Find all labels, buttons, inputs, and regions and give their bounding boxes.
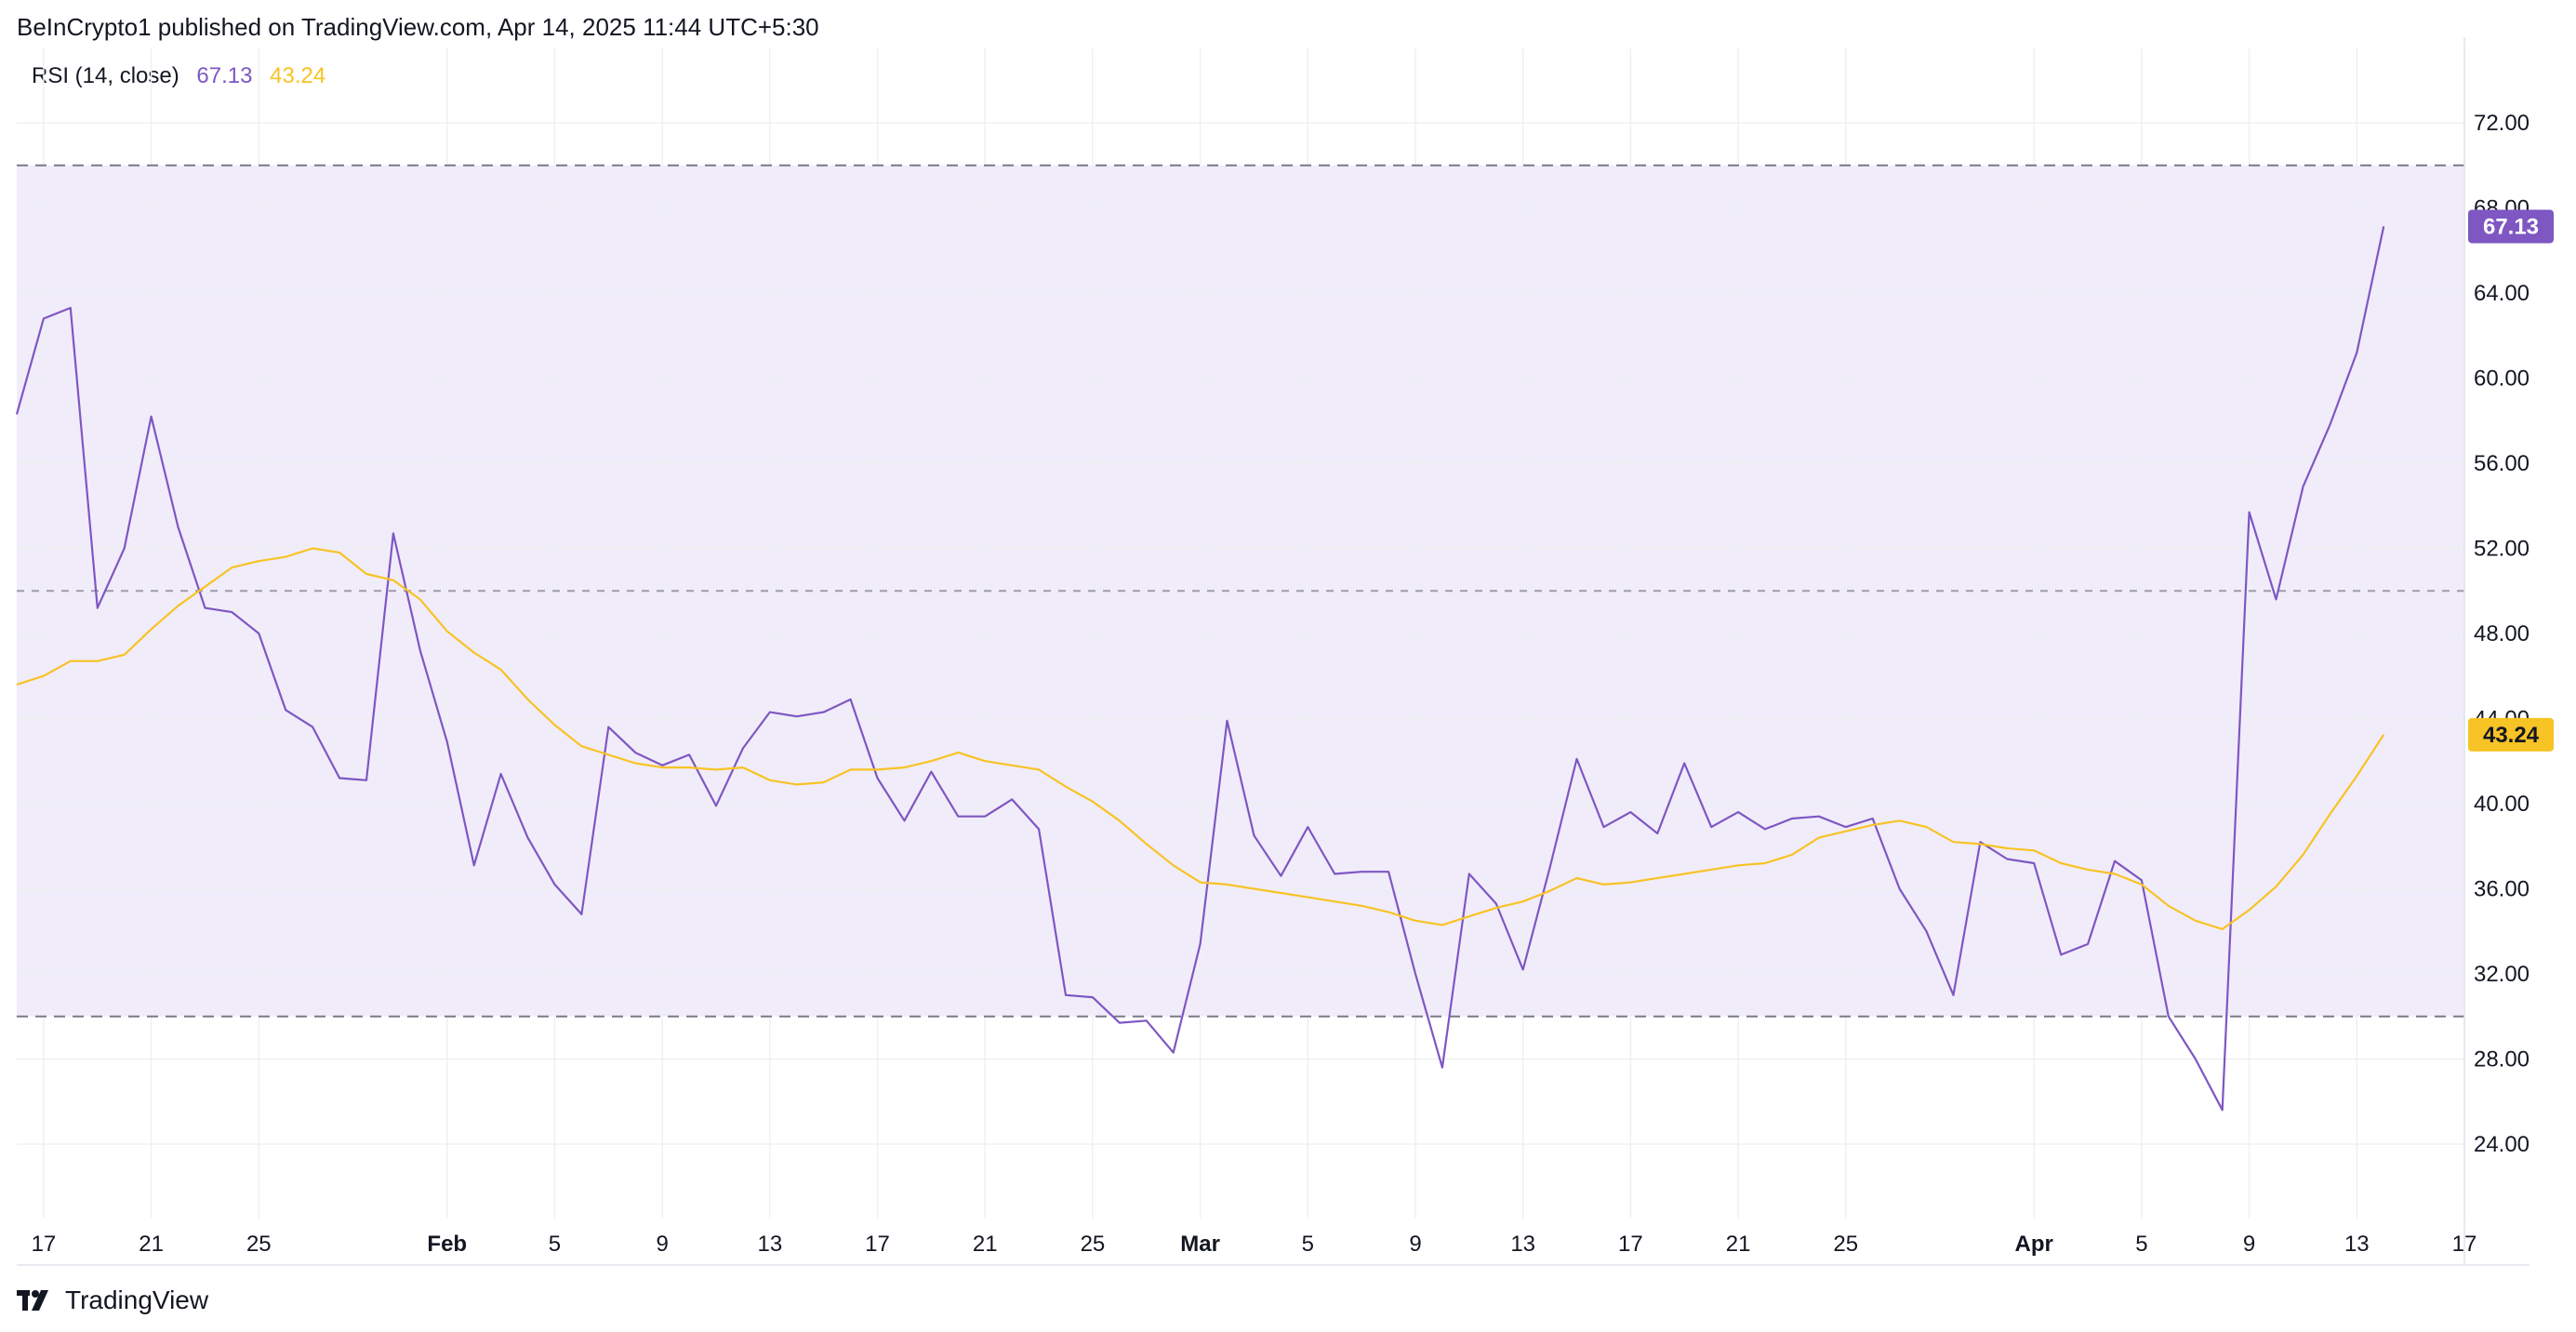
y-tick-label: 24.00	[2474, 1132, 2530, 1157]
x-tick-label: 21	[973, 1232, 998, 1257]
x-tick-label: 17	[1618, 1232, 1643, 1257]
last-value-badges: 67.13 43.24	[2468, 209, 2554, 752]
x-tick-label: 17	[865, 1232, 890, 1257]
indicator-name: RSI (14, close)	[32, 63, 179, 88]
x-tick-label: 5	[1302, 1232, 1314, 1257]
grid-lines	[17, 48, 2465, 1219]
y-tick-label: 36.00	[2474, 876, 2530, 901]
x-tick-label: 9	[656, 1232, 668, 1257]
rsi-band-lines	[17, 164, 2464, 1018]
rsi-value: 67.13	[196, 63, 253, 88]
x-tick-label: 13	[1510, 1232, 1535, 1257]
x-tick-label: 13	[757, 1232, 782, 1257]
x-tick-label: 17	[32, 1232, 57, 1257]
x-tick-label: Feb	[427, 1232, 467, 1257]
x-axis-ticks: 17 21 25 Feb 5 9 13 17 21 25 Mar 5 9 13 17 21 25 Apr 5 9 13 1…	[32, 1232, 2477, 1257]
rsi-badge-label: 67.13	[2483, 214, 2539, 239]
x-tick-label: 17	[2452, 1232, 2477, 1257]
rsi-based-ma-badge-label: 43.24	[2483, 723, 2540, 748]
x-tick-label: 5	[549, 1232, 561, 1257]
y-tick-label: 28.00	[2474, 1046, 2530, 1072]
x-tick-label: 25	[246, 1232, 272, 1257]
y-tick-label: 72.00	[2474, 111, 2530, 136]
y-tick-label: 60.00	[2474, 366, 2530, 392]
indicator-legend[interactable]: RSI (14, close) 67.13 43.24	[32, 63, 337, 89]
y-axis-ticks: 72.0068.0064.0060.0056.0052.0048.0044.00…	[2474, 111, 2530, 1157]
x-tick-label: 13	[2344, 1232, 2370, 1257]
x-tick-label: Apr	[2015, 1232, 2053, 1257]
rsi-based-ma-badge	[2468, 717, 2554, 752]
y-tick-label: 64.00	[2474, 281, 2530, 306]
y-tick-label: 48.00	[2474, 621, 2530, 646]
x-tick-label: 21	[1726, 1232, 1751, 1257]
x-tick-label: 25	[1833, 1232, 1858, 1257]
y-tick-label: 40.00	[2474, 792, 2530, 817]
rsi-based-ma-line	[16, 547, 2385, 931]
x-tick-label: 25	[1081, 1232, 1106, 1257]
ma-value: 43.24	[270, 63, 326, 88]
y-tick-label: 56.00	[2474, 451, 2530, 476]
footer-brand[interactable]: TradingView	[17, 1285, 208, 1315]
x-tick-label: 5	[2135, 1232, 2147, 1257]
x-tick-label: 9	[2243, 1232, 2255, 1257]
x-tick-label: 21	[139, 1232, 164, 1257]
x-tick-label: Mar	[1180, 1232, 1220, 1257]
rsi-badge	[2468, 209, 2554, 244]
axes-frame	[17, 37, 2530, 1266]
tradingview-logo-icon	[17, 1290, 48, 1311]
x-tick-label: 9	[1409, 1232, 1421, 1257]
publisher-caption: BeInCrypto1 published on TradingView.com…	[17, 13, 819, 41]
y-tick-label: 32.00	[2474, 962, 2530, 987]
rsi-line	[15, 226, 2385, 1112]
brand-name: TradingView	[65, 1285, 209, 1314]
y-tick-label: 52.00	[2474, 537, 2530, 562]
series-lines	[15, 226, 2385, 1112]
